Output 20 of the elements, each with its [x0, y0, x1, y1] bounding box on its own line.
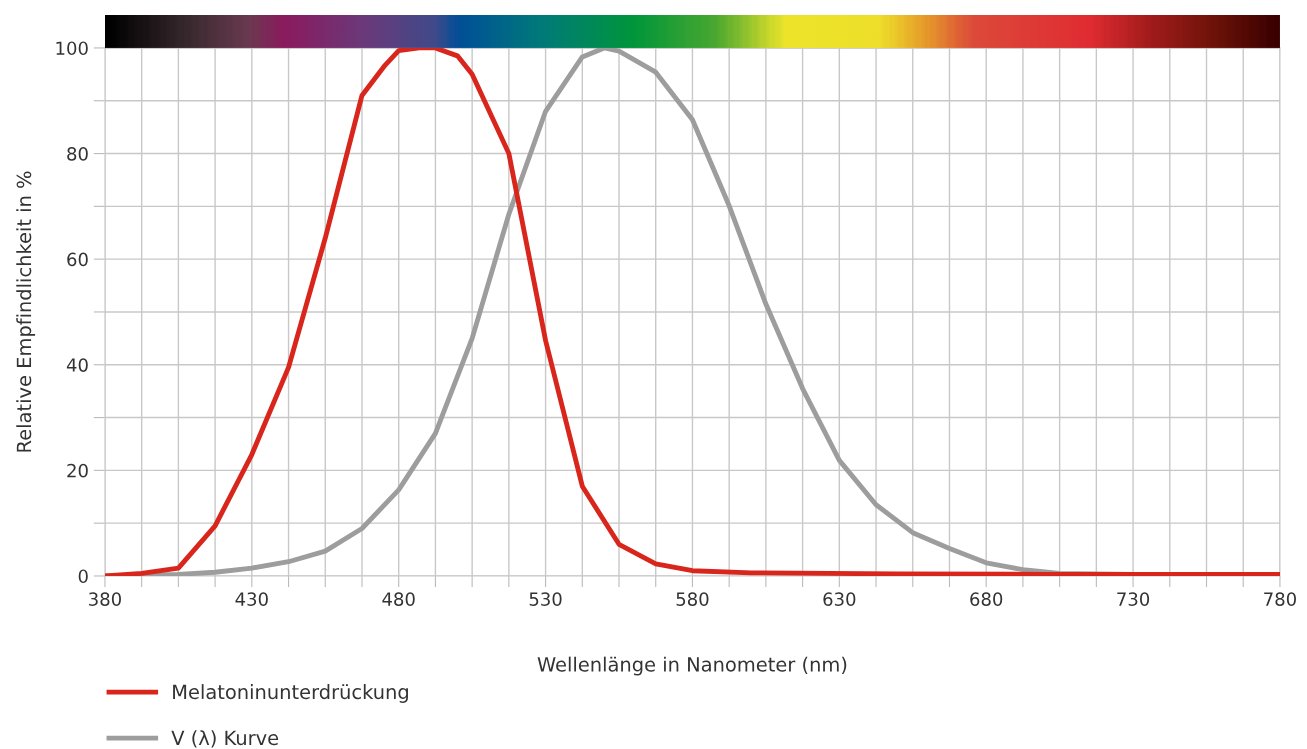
legend-label: V (λ) Kurve [171, 730, 279, 748]
x-tick-label: 630 [823, 592, 856, 606]
x-tick-label: 580 [676, 592, 709, 606]
y-tick-label: 40 [66, 358, 88, 372]
y-axis-title: Relative Empfindlichkeit in % [16, 171, 36, 452]
x-tick-label: 380 [89, 592, 121, 606]
x-tick-label: 780 [1264, 592, 1296, 606]
legend-label: Melatoninunterdrückung [173, 684, 408, 703]
x-tick-label: 480 [382, 592, 415, 606]
x-tick-label: 730 [1117, 592, 1150, 606]
x-axis-title: Wellenlänge in Nanometer (nm) [537, 656, 847, 676]
y-tick-label: 60 [67, 252, 88, 267]
x-tick-label: 680 [970, 592, 1003, 606]
x-tick-label: 430 [235, 592, 268, 606]
y-tick-label: 0 [78, 569, 88, 584]
x-tick-label: 530 [529, 592, 562, 606]
y-tick-label: 20 [67, 463, 88, 478]
y-tick-label: 100 [56, 41, 88, 56]
y-tick-label: 80 [67, 147, 88, 161]
line-series [104, 47, 1280, 576]
